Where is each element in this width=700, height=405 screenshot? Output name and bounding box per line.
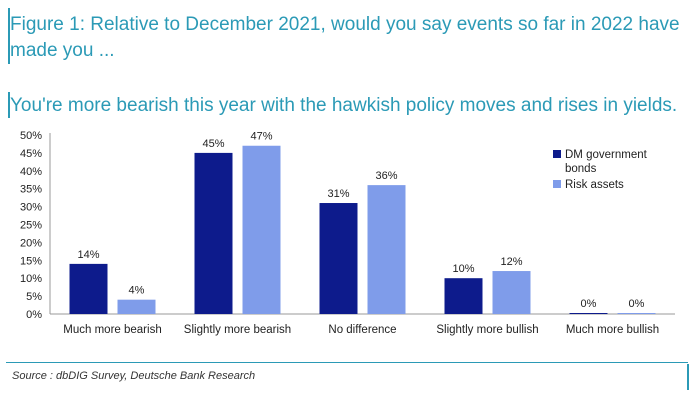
y-tick-label: 40% bbox=[20, 166, 42, 178]
y-tick-label: 45% bbox=[20, 148, 42, 160]
y-tick-label: 25% bbox=[20, 220, 42, 232]
bar-dm-government-bonds bbox=[569, 313, 608, 314]
y-tick-label: 15% bbox=[20, 255, 42, 267]
title-accent-bar bbox=[8, 8, 10, 64]
x-tick-label: No difference bbox=[328, 324, 396, 336]
bar-dm-government-bonds bbox=[444, 278, 483, 314]
data-label: 0% bbox=[581, 298, 597, 310]
data-label: 31% bbox=[327, 188, 349, 200]
data-label: 47% bbox=[250, 131, 272, 143]
bar-dm-government-bonds bbox=[194, 152, 233, 314]
data-label: 10% bbox=[452, 263, 474, 275]
y-tick-label: 10% bbox=[20, 273, 42, 285]
data-label: 4% bbox=[129, 285, 145, 297]
bar-chart: 0% 5% 10% 15% 20% 25% 30% 35% 40% 45% 50% 14% 4% Much… bbox=[20, 130, 675, 336]
legend-label-dm-government-bonds: DM government bonds bbox=[565, 149, 648, 175]
x-tick-label: Much more bearish bbox=[63, 324, 161, 336]
legend-label-risk-assets: Risk assets bbox=[565, 179, 624, 191]
bar-risk-assets bbox=[617, 313, 656, 314]
bar-risk-assets bbox=[242, 145, 281, 314]
y-tick-label: 50% bbox=[20, 130, 42, 142]
x-tick-label: Much more bullish bbox=[566, 324, 659, 336]
y-tick-label: 5% bbox=[26, 291, 42, 303]
y-tick-label: 0% bbox=[26, 309, 42, 321]
y-tick-label: 20% bbox=[20, 237, 42, 249]
source-note: Source : dbDIG Survey, Deutsche Bank Res… bbox=[12, 370, 256, 382]
bar-risk-assets bbox=[117, 299, 156, 314]
legend-swatch-dm-government-bonds bbox=[553, 150, 561, 158]
data-label: 14% bbox=[77, 249, 99, 261]
x-tick-label: Slightly more bullish bbox=[436, 324, 538, 336]
data-label: 36% bbox=[375, 170, 397, 182]
figure-subtitle: You're more bearish this year with the h… bbox=[10, 95, 678, 116]
bar-risk-assets bbox=[492, 271, 531, 314]
footer-divider bbox=[6, 362, 688, 363]
x-tick-label: Slightly more bearish bbox=[184, 324, 291, 336]
data-label: 0% bbox=[629, 298, 645, 310]
subtitle-accent-bar bbox=[8, 92, 10, 118]
bar-risk-assets bbox=[367, 185, 406, 314]
footer-corner-rule bbox=[687, 364, 689, 390]
figure-title: Figure 1: Relative to December 2021, wou… bbox=[10, 14, 680, 61]
y-tick-label: 30% bbox=[20, 202, 42, 214]
bar-dm-government-bonds bbox=[319, 203, 358, 314]
bar-dm-government-bonds bbox=[69, 263, 108, 314]
legend-swatch-risk-assets bbox=[553, 180, 561, 188]
data-label: 12% bbox=[500, 256, 522, 268]
data-label: 45% bbox=[202, 138, 224, 150]
y-tick-label: 35% bbox=[20, 184, 42, 196]
